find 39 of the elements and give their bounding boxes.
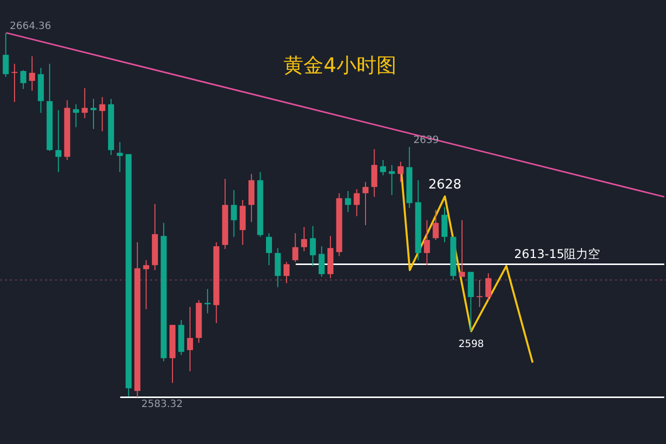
text: 黄金4小时图 <box>282 52 398 79</box>
data-label: 2598 <box>458 339 484 350</box>
candlestick <box>301 226 308 252</box>
candlestick <box>380 159 386 176</box>
candlestick <box>398 161 404 183</box>
candlestick <box>371 148 378 198</box>
candlestick <box>292 232 298 262</box>
candlestick <box>72 104 79 128</box>
candlestick <box>459 220 466 278</box>
text: 2664.36 <box>10 20 52 32</box>
candlestick <box>116 142 123 173</box>
candlestick <box>362 182 369 226</box>
candlestick <box>354 188 360 217</box>
candlestick <box>476 279 483 308</box>
data-label: 2628 <box>428 177 462 192</box>
candlestick <box>318 246 325 278</box>
candlestick <box>29 56 36 92</box>
candlestick <box>99 96 106 132</box>
series-label: 2613-15阻力空 <box>514 247 600 262</box>
text: 2639 <box>413 134 439 146</box>
candlestick <box>230 190 237 238</box>
candlestick <box>388 164 395 196</box>
candlestick <box>344 190 351 213</box>
text: 2583.32 <box>141 399 183 410</box>
candlestick <box>274 248 281 288</box>
candlestick <box>266 232 272 266</box>
candlestick <box>20 70 26 90</box>
candlestick <box>143 260 150 310</box>
candlestick <box>2 32 9 78</box>
candlestick <box>432 209 439 240</box>
candlestick <box>424 220 430 266</box>
candlestick <box>310 226 316 267</box>
candlestick <box>284 261 290 284</box>
candlestick <box>441 206 448 243</box>
candlestick <box>55 110 62 173</box>
candlestick <box>82 88 88 119</box>
candlestick <box>12 63 18 103</box>
candlestick <box>485 272 492 301</box>
candlestick <box>187 306 194 372</box>
